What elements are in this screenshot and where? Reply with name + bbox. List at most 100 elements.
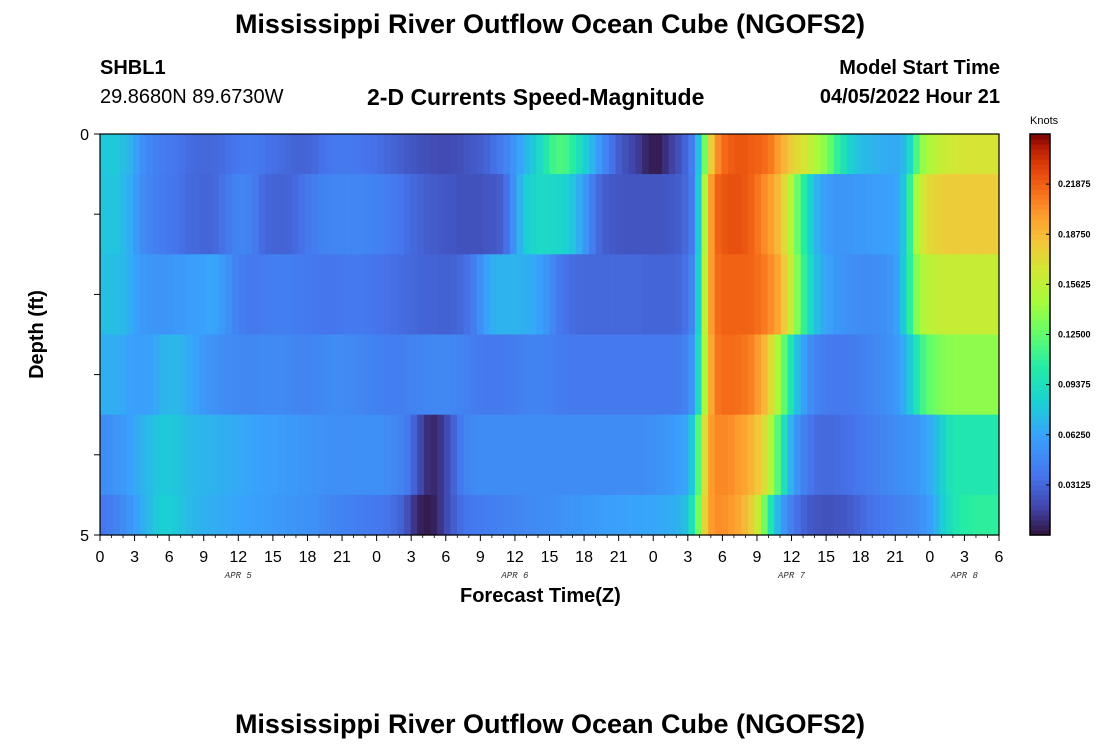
heatmap-cell <box>536 134 544 175</box>
x-tick-label: 12 <box>506 549 524 566</box>
heatmap-cell <box>549 254 557 336</box>
heatmap-cell <box>437 494 445 536</box>
heatmap-cell <box>133 494 141 536</box>
heatmap-cell <box>509 334 518 416</box>
heatmap-cell <box>470 174 478 255</box>
heatmap-cell <box>152 174 161 255</box>
heatmap-cell <box>794 254 802 336</box>
heatmap-cell <box>119 334 128 416</box>
heatmap-cell <box>542 334 551 416</box>
colorbar-segment <box>1030 404 1050 411</box>
heatmap-cell <box>741 494 749 536</box>
heatmap-cell <box>668 414 676 496</box>
heatmap-cell <box>780 254 789 336</box>
heatmap-cell <box>159 414 167 496</box>
heatmap-cell <box>490 334 498 416</box>
heatmap-cell <box>774 134 782 175</box>
heatmap-cell <box>166 414 174 496</box>
colorbar-segment <box>1030 444 1050 451</box>
heatmap-cell <box>642 254 650 336</box>
heatmap-cell <box>932 134 941 175</box>
station-id: SHBL1 <box>100 57 166 79</box>
heatmap-cell <box>734 414 742 496</box>
heatmap-cell <box>476 414 484 496</box>
heatmap-cell <box>291 494 299 536</box>
heatmap-cell <box>133 414 141 496</box>
heatmap-cell <box>179 414 187 496</box>
heatmap-cell <box>311 254 319 336</box>
heatmap-cell <box>536 494 544 536</box>
heatmap-cell <box>463 334 471 416</box>
heatmap-cell <box>119 494 128 536</box>
heatmap-cell <box>569 174 577 255</box>
heatmap-cell <box>992 134 1000 175</box>
heatmap-cell <box>866 494 874 536</box>
heatmap-cell <box>423 334 432 416</box>
heatmap-cell <box>880 134 888 175</box>
colorbar-tick-label: 0.15625 <box>1058 279 1091 289</box>
heatmap-cell <box>582 414 590 496</box>
heatmap-cell <box>278 334 286 416</box>
colorbar-segment <box>1030 244 1050 250</box>
heatmap-cell <box>820 414 828 496</box>
heatmap-cells <box>100 134 1000 536</box>
colorbar-segment <box>1030 479 1050 486</box>
colorbar-segment <box>1030 394 1050 401</box>
heatmap-cell <box>846 174 855 255</box>
heatmap-cell <box>318 494 326 536</box>
heatmap-cell <box>919 414 927 496</box>
heatmap-cell <box>886 174 894 255</box>
heatmap-cell <box>913 334 921 416</box>
colorbar-segment <box>1030 429 1050 436</box>
heatmap-cell <box>192 414 200 496</box>
heatmap-cell <box>404 414 412 496</box>
heatmap-cell <box>324 494 332 536</box>
heatmap-cell <box>285 494 293 536</box>
heatmap-cell <box>840 494 848 536</box>
heatmap-cell <box>589 134 597 175</box>
heatmap-cell <box>866 334 874 416</box>
colorbar-segment <box>1030 269 1050 275</box>
heatmap-cell <box>172 134 180 175</box>
heatmap-cell <box>635 174 643 255</box>
heatmap-cell <box>747 334 756 416</box>
heatmap-cell <box>113 334 121 416</box>
heatmap-cell <box>820 254 828 336</box>
heatmap-cell <box>992 174 1000 255</box>
heatmap-cell <box>800 494 808 536</box>
heatmap-cell <box>523 494 531 536</box>
colorbar-segment <box>1030 144 1050 150</box>
date-label: APR 6 <box>500 571 529 581</box>
heatmap-cell <box>800 254 808 336</box>
heatmap-cell <box>404 134 412 175</box>
heatmap-cell <box>291 334 299 416</box>
heatmap-cell <box>285 334 293 416</box>
heatmap-cell <box>377 334 385 416</box>
heatmap-cell <box>364 414 372 496</box>
heatmap-cell <box>100 494 108 536</box>
heatmap-cell <box>245 174 253 255</box>
heatmap-cell <box>780 494 789 536</box>
heatmap-cell <box>681 334 689 416</box>
heatmap-cell <box>972 494 980 536</box>
heatmap-cell <box>166 334 174 416</box>
x-tick-label: 15 <box>541 549 559 566</box>
heatmap-cell <box>106 334 114 416</box>
heatmap-cell <box>952 254 960 336</box>
heatmap-cell <box>813 254 822 336</box>
heatmap-cell <box>218 134 227 175</box>
heatmap-cell <box>562 174 570 255</box>
heatmap-cell <box>979 414 987 496</box>
chart-subtitle: 2-D Currents Speed-Magnitude <box>367 84 705 110</box>
heatmap-cell <box>556 414 564 496</box>
heatmap-cell <box>536 334 544 416</box>
heatmap-cell <box>932 414 941 496</box>
heatmap-cell <box>655 254 663 336</box>
heatmap-cell <box>503 134 511 175</box>
heatmap-cell <box>351 174 359 255</box>
heatmap-cell <box>377 174 385 255</box>
colorbar-segment <box>1030 374 1050 381</box>
heatmap-cell <box>701 134 709 175</box>
heatmap-cell <box>423 414 432 496</box>
heatmap-cell <box>324 334 332 416</box>
